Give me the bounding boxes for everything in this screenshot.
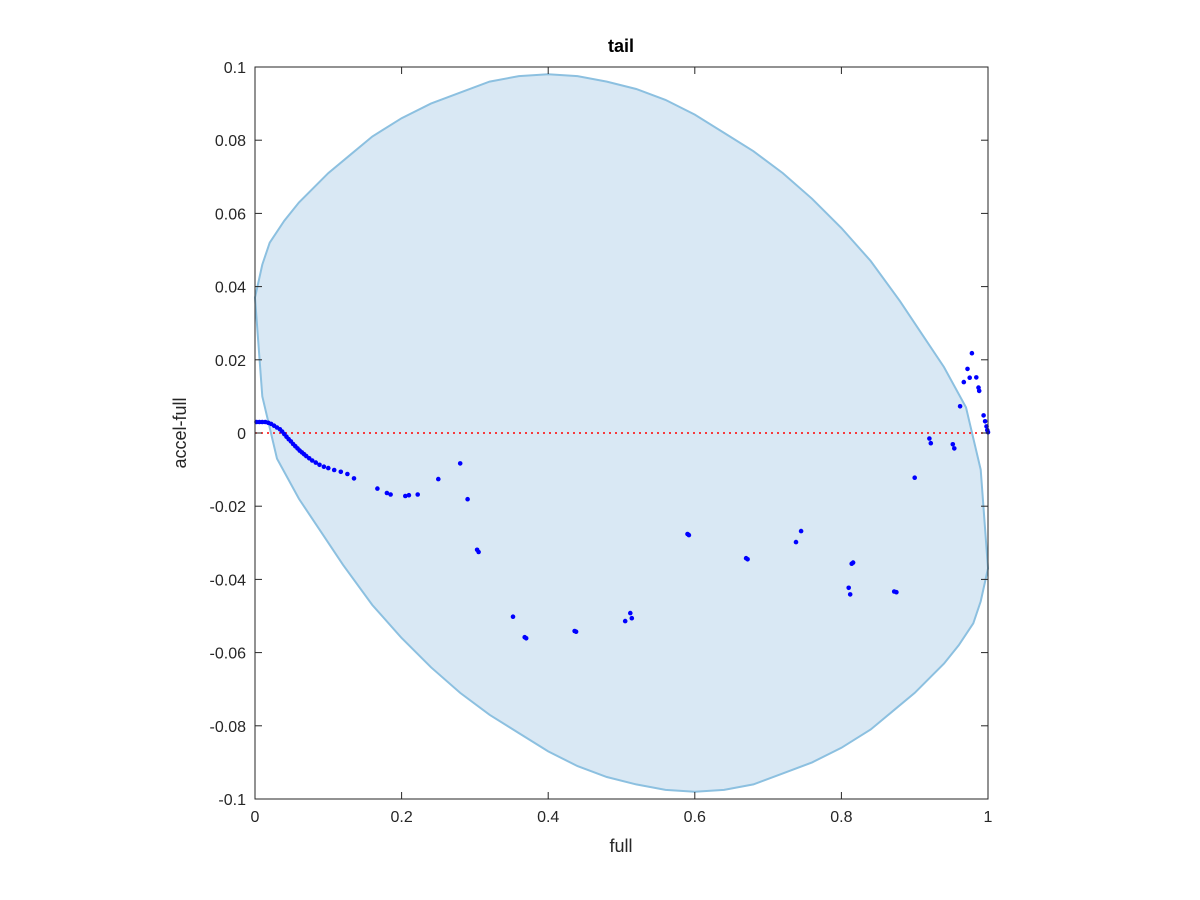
data-point: [969, 350, 975, 356]
data-point: [403, 493, 408, 499]
data-point: [961, 379, 967, 385]
data-point: [465, 496, 470, 502]
data-point: [850, 560, 856, 565]
data-point: [523, 636, 529, 641]
chart-title: tail: [608, 36, 634, 56]
data-point: [321, 464, 327, 470]
data-point: [345, 471, 350, 477]
data-point: [793, 539, 799, 545]
data-point: [928, 440, 934, 446]
data-point: [436, 476, 441, 482]
data-point: [375, 486, 380, 491]
data-point: [686, 532, 692, 538]
y-tick-label: 0.06: [215, 206, 246, 223]
y-tick-label: 0.02: [215, 353, 246, 370]
data-point: [894, 589, 899, 595]
data-point: [622, 618, 628, 624]
data-point: [981, 413, 986, 418]
y-tick-label: 0.08: [215, 133, 246, 150]
x-tick-label: 0.2: [390, 809, 412, 826]
y-tick-label: -0.08: [210, 719, 247, 736]
data-point: [976, 388, 982, 394]
data-point: [965, 366, 970, 372]
data-point: [309, 458, 315, 463]
data-point: [847, 592, 853, 597]
y-tick-label: 0.04: [215, 280, 246, 297]
y-tick-label: -0.06: [210, 646, 247, 663]
data-point: [974, 375, 979, 380]
data-point: [457, 461, 463, 466]
data-point: [406, 492, 412, 498]
data-point: [912, 475, 917, 481]
ticks-layer: 0 0.2 0.4 0.6 0.8 1 -0.1 -0.08 -0.06 -0.04 -0.02 0 0…: [210, 60, 993, 826]
data-point: [745, 557, 750, 562]
data-point: [476, 549, 481, 555]
data-point: [982, 419, 988, 424]
data-point: [967, 375, 972, 381]
data-point: [957, 404, 963, 409]
data-point: [384, 490, 390, 496]
data-point: [326, 465, 331, 471]
data-point: [317, 462, 322, 468]
x-tick-label: 0.6: [684, 809, 706, 826]
data-point: [927, 436, 932, 441]
data-point: [313, 460, 319, 465]
x-tick-label: 0.4: [537, 809, 559, 826]
data-point: [351, 476, 357, 481]
data-point: [629, 615, 635, 621]
x-tick-label: 0.8: [830, 809, 852, 826]
data-point: [950, 442, 956, 447]
y-tick-label: 0.1: [224, 60, 246, 77]
data-point: [628, 610, 633, 616]
data-point: [952, 446, 957, 451]
data-point: [573, 629, 579, 634]
y-axis-label: accel-full: [170, 397, 190, 468]
data-point: [846, 585, 851, 591]
y-tick-label: -0.04: [210, 572, 247, 589]
data-point: [331, 467, 337, 473]
x-tick-label: 0: [251, 809, 260, 826]
data-point: [338, 469, 344, 475]
data-point: [388, 492, 393, 497]
data-point: [510, 614, 516, 619]
points-layer: [254, 350, 991, 641]
y-tick-label: -0.1: [218, 792, 246, 809]
data-point: [415, 492, 421, 497]
x-tick-label: 1: [984, 809, 993, 826]
y-tick-label: 0: [237, 426, 246, 443]
data-point: [798, 528, 804, 534]
y-tick-label: -0.02: [210, 499, 247, 516]
x-axis-label: full: [609, 836, 632, 856]
